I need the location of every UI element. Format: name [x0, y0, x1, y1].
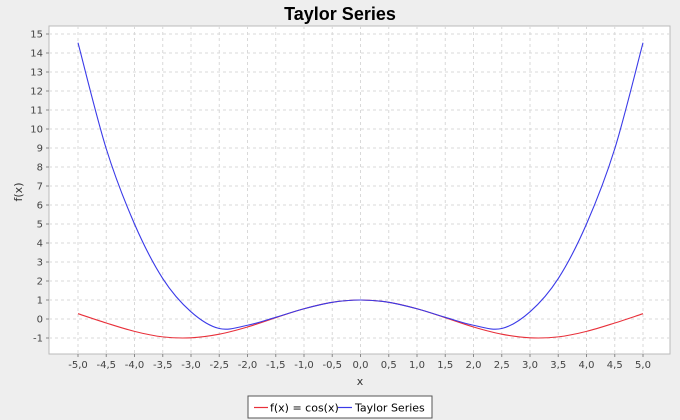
y-tick-label: -1 — [33, 334, 43, 345]
x-tick-label: 1,0 — [409, 360, 425, 371]
series-layer — [77, 42, 644, 339]
x-tick-label: -2,0 — [238, 360, 258, 371]
x-tick-label: 0,5 — [381, 360, 397, 371]
y-tick-label: 8 — [37, 163, 43, 174]
x-tick-label: -3,5 — [153, 360, 173, 371]
y-tick-label: 1 — [37, 296, 43, 307]
chart-title: Taylor Series — [284, 4, 396, 24]
y-tick-label: 13 — [30, 68, 43, 79]
legend: f(x) = cos(x) Taylor Series — [247, 395, 433, 419]
y-tick-label: 0 — [37, 315, 43, 326]
y-tick-label: 6 — [37, 201, 43, 212]
y-tick-label: 4 — [37, 239, 43, 250]
x-tick-label: 4,0 — [579, 360, 595, 371]
x-tick-label: 3,5 — [550, 360, 566, 371]
x-tick-label: 3,0 — [522, 360, 538, 371]
x-tick-label: 4,5 — [607, 360, 623, 371]
x-axis-label: x — [357, 375, 364, 388]
series-line-taylor — [77, 42, 644, 330]
x-tick-label: 2,0 — [466, 360, 482, 371]
legend-label-taylor: Taylor Series — [354, 402, 425, 415]
y-tick-label: 9 — [37, 144, 43, 155]
x-tick-label: 1,5 — [437, 360, 453, 371]
grid — [49, 26, 670, 354]
plot-area — [48, 25, 671, 355]
y-tick-label: 7 — [37, 182, 43, 193]
y-tick-label: 10 — [30, 125, 43, 136]
x-tick-label: 2,5 — [494, 360, 510, 371]
y-axis-label: f(x) — [12, 183, 25, 202]
legend-label-cos: f(x) = cos(x) — [270, 402, 339, 415]
x-tick-label: -3,0 — [181, 360, 201, 371]
y-tick-label: 5 — [37, 220, 43, 231]
x-tick-label: -4,0 — [125, 360, 145, 371]
x-tick-label: 5,0 — [635, 360, 651, 371]
y-tick-label: 14 — [30, 49, 43, 60]
x-tick-label: -1,0 — [294, 360, 314, 371]
x-tick-label: 0,0 — [353, 360, 369, 371]
x-tick-label: -5,0 — [68, 360, 88, 371]
x-tick-label: -0,5 — [322, 360, 342, 371]
y-tick-label: 15 — [30, 30, 43, 41]
y-tick-label: 3 — [37, 258, 43, 269]
x-tick-label: -1,5 — [266, 360, 286, 371]
y-tick-label: 12 — [30, 87, 43, 98]
x-axis: -5,0 -4,5 -4,0 -3,5 -3,0 -2,5 -2,0 -1,5 -1,0 -0,5… — [68, 354, 651, 371]
x-tick-label: -2,5 — [209, 360, 229, 371]
y-tick-label: 2 — [37, 277, 43, 288]
y-tick-label: 11 — [30, 106, 43, 117]
x-tick-label: -4,5 — [96, 360, 116, 371]
